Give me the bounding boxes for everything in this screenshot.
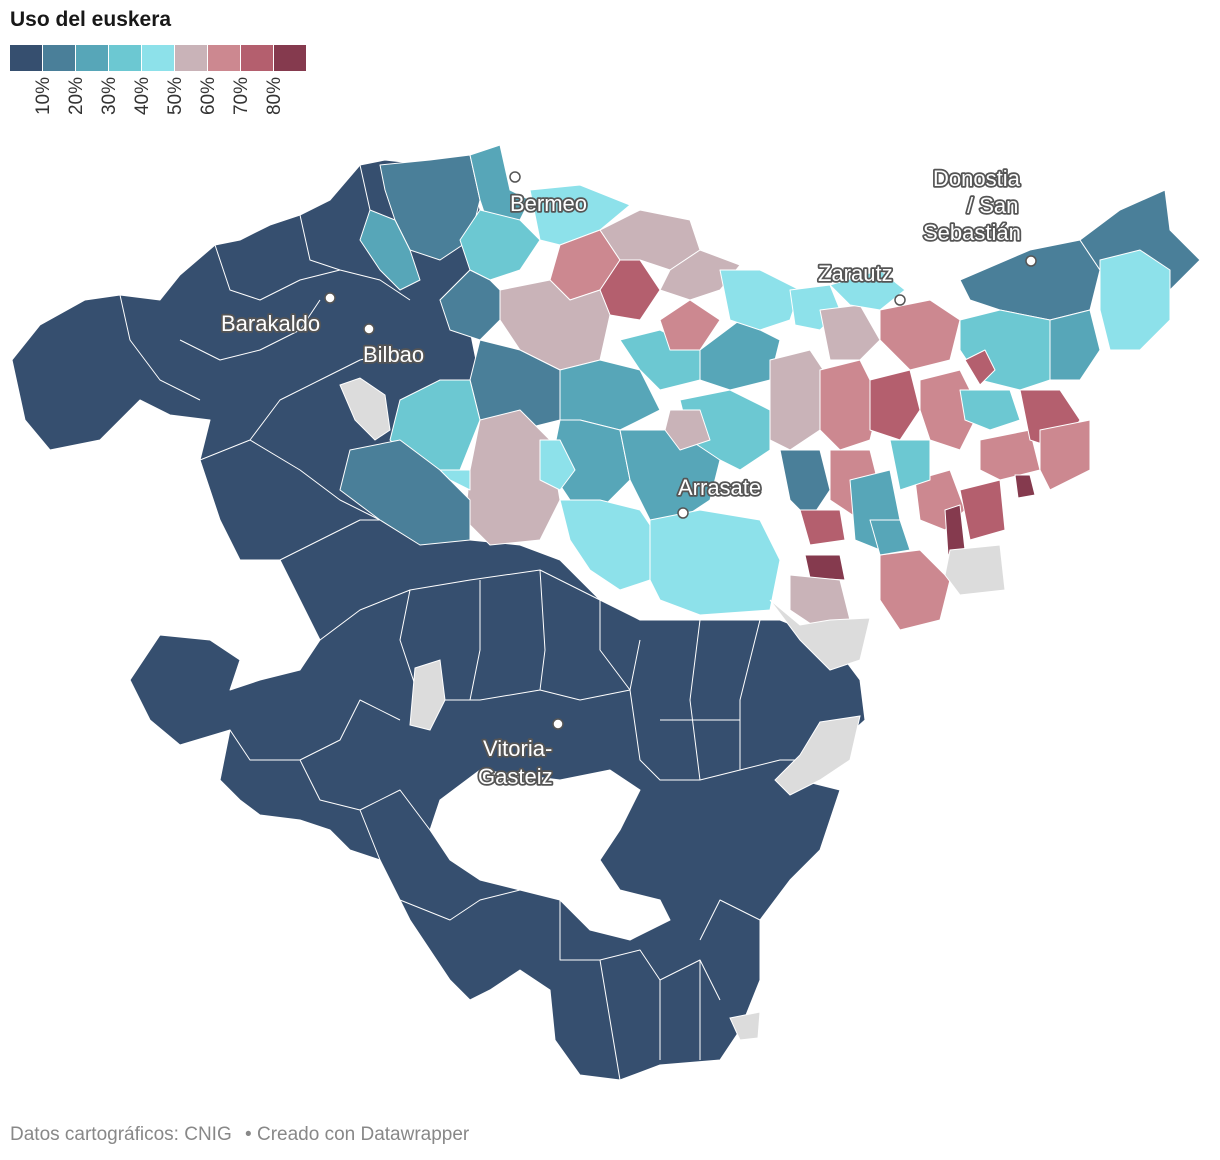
legend-swatch — [76, 45, 108, 71]
region-amorebieta — [439, 269, 501, 341]
region-donostia — [959, 239, 1101, 321]
region-durangaldea-south — [539, 439, 576, 491]
city-label-donostia-1: Donostia — [933, 166, 1021, 191]
region-zarautz — [829, 269, 906, 311]
region-deba — [719, 269, 801, 331]
region-berastegi — [959, 479, 1006, 541]
region-busturialdea — [459, 209, 541, 281]
region-gorbeia — [439, 469, 471, 491]
region-lasarte — [1014, 474, 1036, 499]
region-gipuzkoa-west-white — [659, 299, 721, 351]
no-data-areas — [339, 377, 1006, 1041]
region-bermeo — [469, 144, 531, 231]
region-zestoa — [819, 304, 881, 361]
city-dot-arrasate — [677, 507, 689, 519]
region-hondarribia — [1099, 249, 1171, 351]
map-title: Uso del euskera — [10, 8, 172, 31]
legend-swatch — [109, 45, 141, 71]
region-ataun — [879, 549, 951, 631]
trevino-enclave — [429, 769, 671, 941]
city-dot-bermeo — [509, 171, 521, 183]
city-label-vitoria-1: Vitoria- — [483, 736, 552, 761]
region-eibar — [664, 409, 711, 451]
no-data-area — [339, 377, 391, 441]
region-uribe — [379, 154, 481, 261]
color-legend: 10% 20% 30% 40% 50% 60% 70% 80% — [10, 45, 307, 151]
region-lezo — [959, 309, 1051, 391]
municipal-borders — [119, 164, 820, 1081]
city-label-arrasate: Arrasate — [678, 475, 761, 500]
region-oñati — [649, 509, 781, 616]
region-errenteria — [1049, 309, 1101, 381]
legend-swatch — [208, 45, 240, 71]
legend-swatch — [142, 45, 174, 71]
legend-swatch — [175, 45, 207, 71]
city-dot-zarautz — [894, 294, 906, 306]
region-ondarroa — [659, 249, 741, 301]
city-label-donostia-2: / San — [967, 193, 1018, 218]
city-label-vitoria-2: Gasteiz — [478, 764, 553, 789]
region-urnieta — [959, 389, 1021, 431]
city-dot-bilbao — [363, 323, 375, 335]
region-mungia — [359, 209, 421, 291]
city-dot-barakaldo — [324, 292, 336, 304]
legend-swatches — [10, 45, 307, 71]
region-legazpi — [779, 449, 831, 521]
region-aiara — [339, 439, 471, 546]
region-usurbil — [964, 349, 996, 386]
legend-swatch — [10, 45, 42, 71]
footer-separator: • — [245, 1124, 252, 1145]
city-label-barakaldo: Barakaldo — [221, 311, 320, 336]
map-footer: Datos cartográficos: CNIG • Creado con D… — [10, 1124, 469, 1146]
region-beasain — [799, 509, 846, 546]
region-aia — [879, 299, 961, 371]
no-data-area — [769, 599, 871, 671]
city-label-bermeo: Bermeo — [510, 191, 587, 216]
footer-source: Datos cartográficos: CNIG — [10, 1124, 232, 1145]
city-labels: Bermeo Barakaldo Bilbao Zarautz Donostia… — [219, 164, 1022, 791]
legend-swatch — [43, 45, 75, 71]
city-dot-donostia — [1025, 255, 1037, 267]
no-data-area — [729, 1011, 761, 1041]
legend-swatch — [274, 45, 306, 71]
city-dot-vitoria — [552, 718, 564, 730]
no-data-area — [409, 659, 446, 731]
city-label-zarautz: Zarautz — [818, 261, 893, 286]
city-label-donostia-3: Sebastián — [923, 220, 1021, 245]
region-ataun-east — [869, 519, 911, 556]
legend-swatch — [241, 45, 273, 71]
city-label-bilbao: Bilbao — [363, 342, 424, 367]
region-urola-mid — [889, 439, 931, 491]
region-oiartzun — [1039, 419, 1091, 491]
region-tolosa-west — [869, 369, 921, 441]
region-ordizia — [804, 554, 846, 581]
no-data-area — [774, 715, 861, 796]
no-data-area — [944, 544, 1006, 596]
city-markers — [324, 171, 1037, 730]
footer-credit: Creado con Datawrapper — [256, 1124, 470, 1145]
region-durango-upper — [499, 279, 611, 371]
